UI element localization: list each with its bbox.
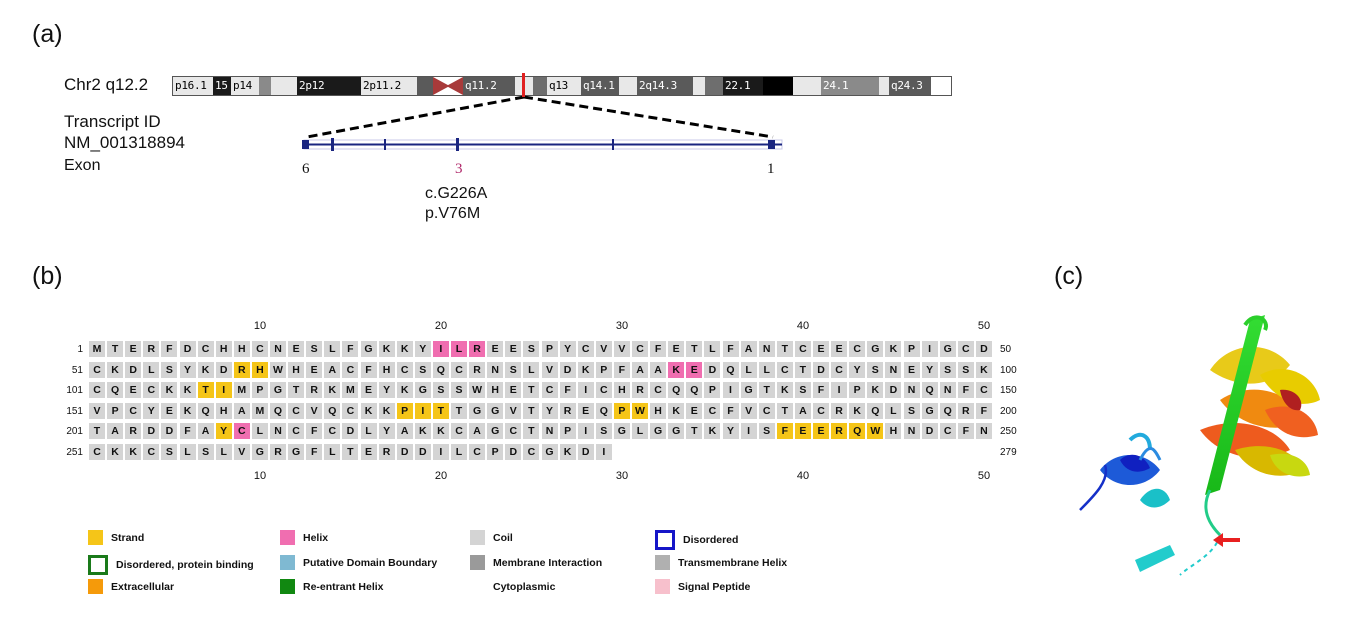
locus-marker bbox=[522, 73, 525, 97]
transcript-id-value: NM_001318894 bbox=[64, 133, 185, 152]
legend-item: Cytoplasmic bbox=[470, 579, 555, 594]
helix-lime bbox=[1270, 453, 1310, 477]
chromosome-band: q14.1 bbox=[581, 77, 619, 95]
chromosome-band bbox=[693, 77, 705, 95]
legend-swatch bbox=[470, 579, 485, 594]
chromosome-band: q24.3 bbox=[889, 77, 931, 95]
legend-item: Coil bbox=[470, 530, 513, 545]
chromosome-band: 24.1 bbox=[821, 77, 879, 95]
legend-label: Disordered bbox=[683, 534, 739, 546]
chromosome-band bbox=[417, 77, 433, 95]
legend-item: Disordered bbox=[655, 530, 738, 550]
loop-green-tail bbox=[1204, 489, 1222, 537]
legend-swatch bbox=[280, 530, 295, 545]
legend-label: Extracellular bbox=[111, 580, 175, 593]
legend-label: Coil bbox=[493, 531, 513, 544]
chromosome-band bbox=[763, 77, 793, 95]
chromosome-band bbox=[433, 77, 463, 95]
exon-5-block bbox=[331, 138, 334, 151]
chromosome-band bbox=[705, 77, 723, 95]
legend-swatch bbox=[88, 579, 103, 594]
helix-green-long bbox=[1205, 315, 1265, 495]
legend-label: Transmembrane Helix bbox=[678, 556, 788, 569]
chromosome-band: 2p12 bbox=[297, 77, 361, 95]
helix-cyan-2 bbox=[1140, 488, 1170, 508]
exon-2-block bbox=[612, 139, 614, 150]
legend-label: Putative Domain Boundary bbox=[303, 556, 438, 569]
chromosome-band bbox=[879, 77, 889, 95]
legend-swatch bbox=[655, 579, 670, 594]
legend-swatch bbox=[88, 555, 108, 575]
legend-label: Cytoplasmic bbox=[493, 580, 556, 593]
chromosome-band: 2q14.3 bbox=[637, 77, 693, 95]
chromosome-band: 2p11.2 bbox=[361, 77, 417, 95]
chromosome-band: q13 bbox=[547, 77, 581, 95]
legend-swatch bbox=[470, 530, 485, 545]
legend-item: Disordered, protein binding bbox=[88, 555, 254, 575]
chromosome-band bbox=[533, 77, 547, 95]
disordered-segment bbox=[1179, 534, 1221, 576]
helix-blue-2 bbox=[1120, 454, 1150, 472]
legend-swatch bbox=[88, 530, 103, 545]
helix-red-1 bbox=[1265, 406, 1318, 438]
chromosome-label: Chr2 q12.2 bbox=[64, 75, 149, 94]
exon-label-right: 1 bbox=[767, 161, 775, 177]
loop-blue bbox=[1079, 464, 1108, 511]
variant-cdna: c.G226A bbox=[425, 185, 488, 202]
helix-darkred bbox=[1280, 389, 1302, 411]
legend-label: Re-entrant Helix bbox=[303, 580, 384, 593]
chromosome-band: p16.1 bbox=[173, 77, 213, 95]
helix-cyan-1 bbox=[1135, 545, 1175, 572]
legend-label: Helix bbox=[303, 531, 329, 544]
zoom-line-left bbox=[306, 95, 525, 139]
panel-label-a: (a) bbox=[32, 20, 63, 48]
chromosome-band: p14 bbox=[231, 77, 259, 95]
transcript-id-label: Transcript ID bbox=[64, 112, 161, 131]
helix-yellow-3 bbox=[1260, 369, 1320, 404]
legend-item: Extracellular bbox=[88, 579, 174, 594]
protein-structure-cartoon bbox=[1079, 315, 1320, 576]
legend-item: Re-entrant Helix bbox=[280, 579, 384, 594]
legend-label: Strand bbox=[111, 531, 145, 544]
loop-green-top bbox=[1243, 315, 1268, 331]
legend-label: Membrane Interaction bbox=[493, 556, 603, 569]
variant-protein: p.V76M bbox=[425, 205, 481, 222]
exon-4-block bbox=[384, 139, 386, 150]
legend-item: Putative Domain Boundary bbox=[280, 555, 437, 570]
legend-swatch bbox=[280, 579, 295, 594]
panel-label-b: (b) bbox=[32, 262, 63, 290]
chromosome-band: 22.1 bbox=[723, 77, 763, 95]
zoom-line-right bbox=[523, 95, 774, 139]
chromosome-band bbox=[271, 77, 297, 95]
legend-item: Transmembrane Helix bbox=[655, 555, 787, 570]
legend-item: Strand bbox=[88, 530, 144, 545]
legend-item: Signal Peptide bbox=[655, 579, 750, 594]
legend-swatch bbox=[655, 555, 670, 570]
exon-6-block bbox=[302, 140, 309, 149]
legend-swatch bbox=[655, 530, 675, 550]
legend-item: Membrane Interaction bbox=[470, 555, 602, 570]
exon-3-block bbox=[456, 138, 459, 151]
chromosome-band bbox=[793, 77, 821, 95]
loop-blue-light bbox=[1138, 447, 1162, 461]
panel-label-c: (c) bbox=[1054, 262, 1084, 290]
legend-label: Signal Peptide bbox=[678, 580, 751, 593]
legend-item: Helix bbox=[280, 530, 328, 545]
chromosome-band bbox=[619, 77, 637, 95]
exon-label: Exon bbox=[64, 157, 101, 174]
legend-swatch bbox=[280, 555, 295, 570]
loop-cyan bbox=[1128, 432, 1152, 451]
exon-label-left: 6 bbox=[302, 161, 310, 177]
exon-1-block bbox=[768, 140, 775, 149]
chromosome-band: 15 bbox=[213, 77, 231, 95]
legend-label: Disordered, protein binding bbox=[116, 559, 254, 571]
chromosome-band: q11.2 bbox=[463, 77, 515, 95]
mutation-arrow-icon bbox=[1213, 533, 1240, 547]
exon-label-mutated: 3 bbox=[455, 161, 463, 177]
chromosome-band bbox=[259, 77, 271, 95]
legend-swatch bbox=[470, 555, 485, 570]
